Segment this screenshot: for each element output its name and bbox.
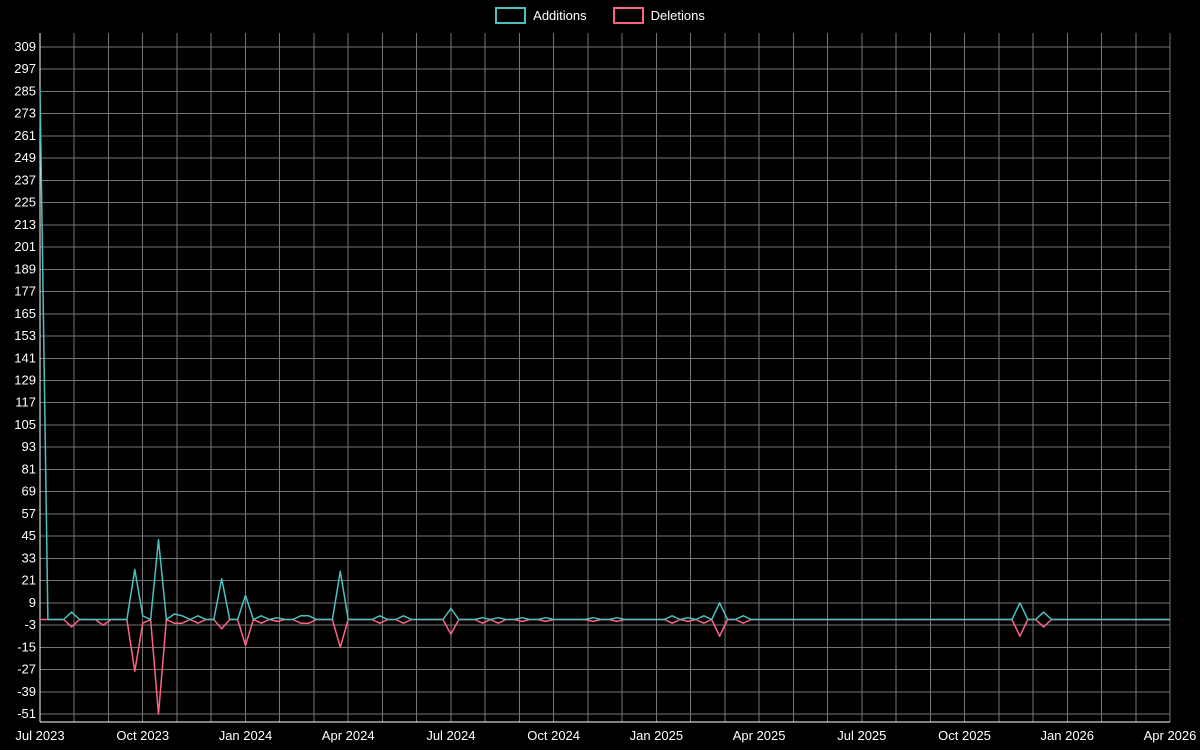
legend-item-deletions[interactable]: Deletions xyxy=(612,7,705,24)
svg-text:Jan 2025: Jan 2025 xyxy=(630,728,684,743)
svg-text:Jan 2026: Jan 2026 xyxy=(1041,728,1095,743)
svg-text:225: 225 xyxy=(14,195,36,210)
svg-text:117: 117 xyxy=(15,395,36,410)
svg-text:69: 69 xyxy=(22,484,36,499)
svg-text:93: 93 xyxy=(22,439,36,454)
svg-text:201: 201 xyxy=(14,239,36,254)
svg-text:-39: -39 xyxy=(17,684,36,699)
svg-text:249: 249 xyxy=(14,150,36,165)
svg-text:-15: -15 xyxy=(17,639,36,654)
svg-text:Oct 2024: Oct 2024 xyxy=(527,728,580,743)
svg-text:Jul 2024: Jul 2024 xyxy=(426,728,475,743)
legend-label-deletions: Deletions xyxy=(650,8,705,23)
svg-text:Apr 2026: Apr 2026 xyxy=(1144,728,1197,743)
svg-text:213: 213 xyxy=(14,217,36,232)
svg-text:Apr 2025: Apr 2025 xyxy=(733,728,786,743)
svg-text:Jan 2024: Jan 2024 xyxy=(219,728,273,743)
svg-text:105: 105 xyxy=(14,417,36,432)
chart-legend: Additions Deletions xyxy=(0,7,1200,24)
svg-text:273: 273 xyxy=(14,106,36,121)
svg-text:189: 189 xyxy=(14,261,36,276)
svg-text:297: 297 xyxy=(14,61,36,76)
svg-text:21: 21 xyxy=(22,573,36,588)
svg-text:-51: -51 xyxy=(17,706,36,721)
svg-text:Oct 2023: Oct 2023 xyxy=(116,728,169,743)
svg-text:81: 81 xyxy=(22,461,36,476)
svg-text:Jul 2023: Jul 2023 xyxy=(15,728,64,743)
deletions-swatch xyxy=(612,7,644,24)
svg-text:57: 57 xyxy=(22,506,36,521)
svg-text:141: 141 xyxy=(14,350,36,365)
svg-text:45: 45 xyxy=(22,528,36,543)
svg-text:Apr 2024: Apr 2024 xyxy=(322,728,375,743)
svg-text:285: 285 xyxy=(14,83,36,98)
svg-text:177: 177 xyxy=(14,284,36,299)
legend-label-additions: Additions xyxy=(533,8,587,23)
svg-text:33: 33 xyxy=(22,550,36,565)
svg-text:309: 309 xyxy=(14,39,36,54)
svg-text:153: 153 xyxy=(14,328,36,343)
svg-text:-27: -27 xyxy=(17,662,36,677)
svg-text:9: 9 xyxy=(29,595,36,610)
svg-text:165: 165 xyxy=(14,306,36,321)
svg-text:237: 237 xyxy=(14,172,36,187)
svg-text:Oct 2025: Oct 2025 xyxy=(938,728,991,743)
svg-text:261: 261 xyxy=(14,128,36,143)
svg-text:129: 129 xyxy=(14,373,36,388)
svg-text:-3: -3 xyxy=(24,617,36,632)
legend-item-additions[interactable]: Additions xyxy=(495,7,587,24)
additions-swatch xyxy=(495,7,527,24)
svg-text:Jul 2025: Jul 2025 xyxy=(837,728,886,743)
